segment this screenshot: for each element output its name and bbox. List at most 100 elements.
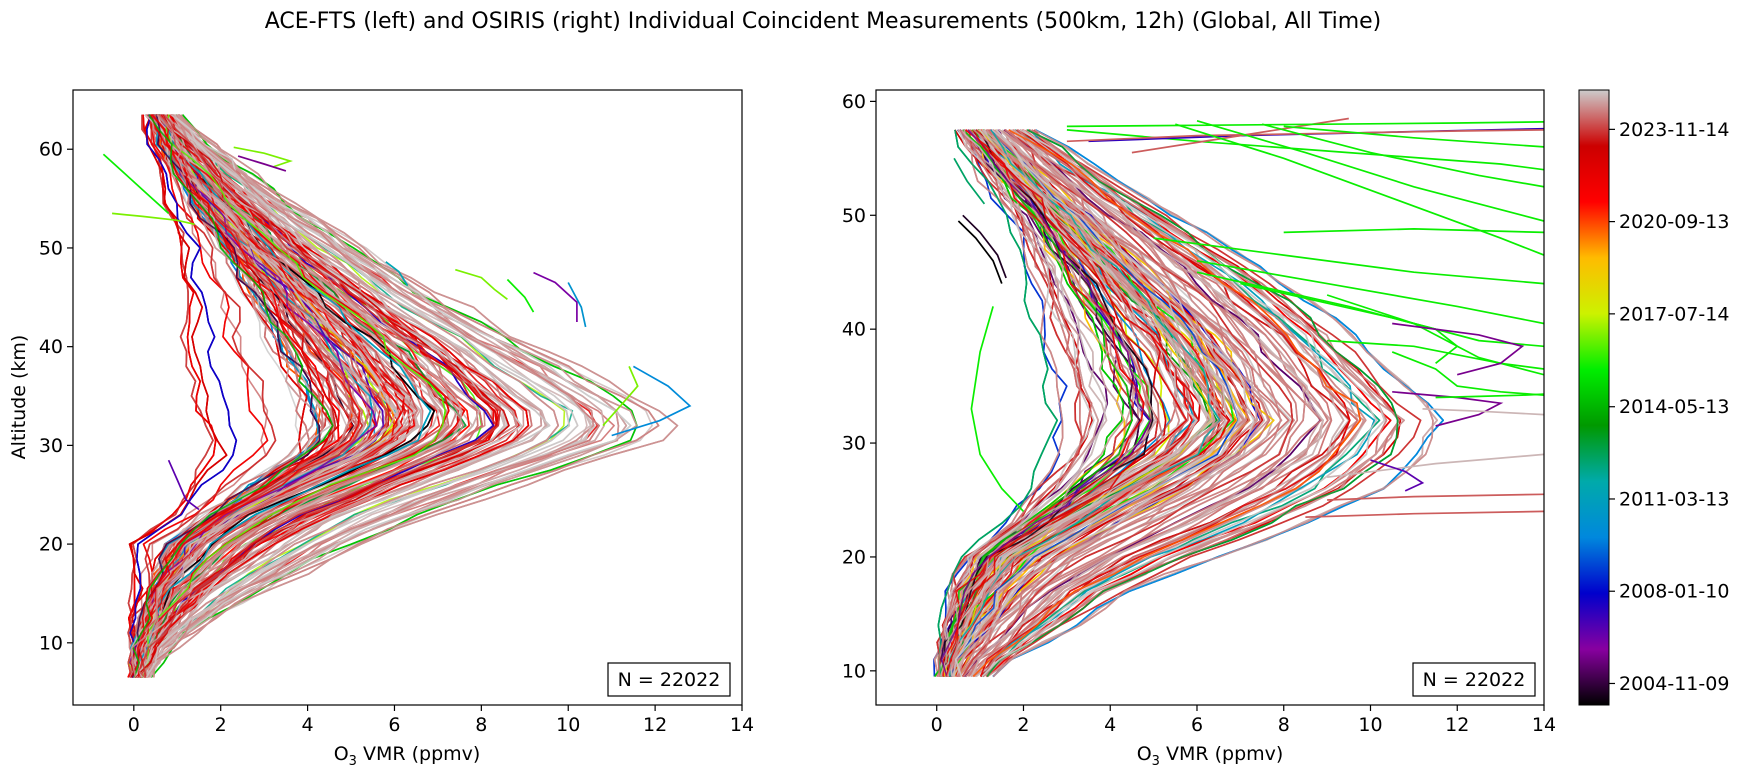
profile-line [937, 129, 1093, 677]
profile-line [970, 129, 1324, 677]
svg-text:N = 22022: N = 22022 [1423, 669, 1526, 691]
colorbar-tick-label: 2011-03-13 [1619, 488, 1729, 510]
profile-line [141, 114, 463, 678]
ace-fts-x-axis: 0 2 4 6 8 10 12 14 [128, 705, 754, 736]
y-tick-label: 20 [39, 534, 63, 556]
outlier-profile-line [1435, 393, 1544, 399]
profile-line [938, 129, 1216, 677]
outlier-profile-line [385, 261, 409, 286]
y-tick-label: 50 [39, 237, 63, 259]
profile-line [946, 129, 1223, 677]
profile-line [950, 129, 1227, 677]
y-tick-label: 60 [842, 91, 866, 113]
profile-line [940, 129, 1152, 677]
outlier-profile-line [112, 212, 195, 226]
outlier-profile-line [1391, 351, 1544, 397]
colorbar-tick-label: 2014-05-13 [1619, 396, 1729, 418]
y-tick-label: 10 [842, 660, 866, 682]
date-colorbar: 2004-11-09 2008-01-10 2011-03-13 2014-05-13… [1578, 89, 1729, 706]
profile-line [972, 129, 1362, 678]
profile-line [127, 114, 214, 678]
profile-line [134, 114, 400, 678]
profile-line [130, 114, 419, 678]
osiris-profiles [933, 117, 1544, 678]
profile-line [141, 114, 447, 678]
profile-line [952, 129, 1240, 677]
ace-fts-x-axis-label: O3 VMR (ppmv) [334, 743, 481, 769]
outlier-profile-line [233, 146, 293, 168]
outlier-profile-line [1326, 453, 1544, 479]
profile-line [992, 129, 1422, 678]
profile-line [129, 114, 238, 678]
ace-fts-y-axis-label: Altitude (km) [8, 335, 30, 460]
outlier-profile-line [1196, 119, 1544, 222]
profile-line [937, 129, 1058, 677]
outlier-profile-line [506, 278, 535, 313]
x-tick-label: 8 [475, 714, 487, 736]
ace-fts-profiles [102, 114, 692, 678]
y-tick-label: 10 [39, 632, 63, 654]
outlier-profile-line [1392, 390, 1504, 427]
outlier-profile-line [533, 271, 578, 322]
profile-line [937, 129, 1083, 677]
x-tick-label: 4 [302, 714, 314, 736]
outlier-profile-line [1196, 259, 1544, 325]
x-tick-label: 8 [1278, 714, 1290, 736]
profile-line [132, 114, 436, 678]
profile-line [973, 129, 1324, 677]
osiris-axes-frame [875, 89, 1545, 706]
profile-line [136, 114, 361, 678]
x-tick-label: 10 [556, 714, 580, 736]
colorbar-gradient [1578, 89, 1610, 706]
profile-line [130, 114, 340, 678]
profile-line [986, 129, 1405, 678]
profile-line [143, 114, 518, 678]
profile-line [128, 114, 269, 678]
y-tick-label: 30 [39, 435, 63, 457]
profile-line [149, 114, 579, 678]
profile-line [130, 114, 418, 678]
profile-line [974, 129, 1332, 677]
profile-line [139, 114, 600, 678]
x-tick-label: 2 [1017, 714, 1029, 736]
colorbar-tick-label: 2008-01-10 [1619, 581, 1729, 603]
profile-line [962, 129, 1294, 677]
outlier-profile-line [962, 214, 1007, 279]
y-tick-label: 40 [842, 319, 866, 341]
osiris-x-axis-label: O3 VMR (ppmv) [1137, 743, 1284, 769]
profile-line [992, 129, 1444, 678]
profile-line [948, 129, 1198, 677]
y-tick-label: 60 [39, 139, 63, 161]
outlier-profile-line [1326, 294, 1544, 376]
figure-title: ACE-FTS (left) and OSIRIS (right) Indivi… [265, 9, 1382, 34]
profile-line [129, 114, 277, 678]
osiris-x-axis: 0 2 4 6 8 10 12 14 [931, 705, 1556, 736]
x-tick-label: 4 [1104, 714, 1116, 736]
profile-line [963, 129, 1274, 677]
profile-line [147, 114, 574, 678]
x-tick-label: 6 [1191, 714, 1203, 736]
ace-fts-axes-frame [72, 89, 743, 706]
x-tick-label: 0 [931, 714, 943, 736]
profile-line [943, 129, 1154, 677]
profile-line [142, 114, 501, 678]
osiris-y-axis: 10 20 30 40 50 60 [842, 91, 876, 682]
outlier-profile-line [1392, 322, 1525, 376]
profile-line [962, 129, 1290, 678]
profile-line [954, 129, 1255, 677]
ace-fts-count-annotation: N = 22022 [607, 662, 731, 697]
profile-line [132, 114, 334, 678]
x-tick-label: 6 [388, 714, 400, 736]
profile-line [979, 129, 1351, 677]
outlier-profile-line [1283, 125, 1544, 148]
colorbar-tick-label: 2017-07-14 [1619, 303, 1729, 325]
colorbar-tick-label: 2023-11-14 [1619, 119, 1729, 141]
x-tick-label: 10 [1358, 714, 1382, 736]
profile-line [142, 114, 548, 678]
profile-line [143, 114, 481, 678]
outlier-profile-line [1327, 339, 1544, 370]
x-tick-label: 14 [1532, 714, 1556, 736]
outlier-profile-line [102, 153, 170, 215]
svg-text:N = 22022: N = 22022 [618, 669, 721, 691]
